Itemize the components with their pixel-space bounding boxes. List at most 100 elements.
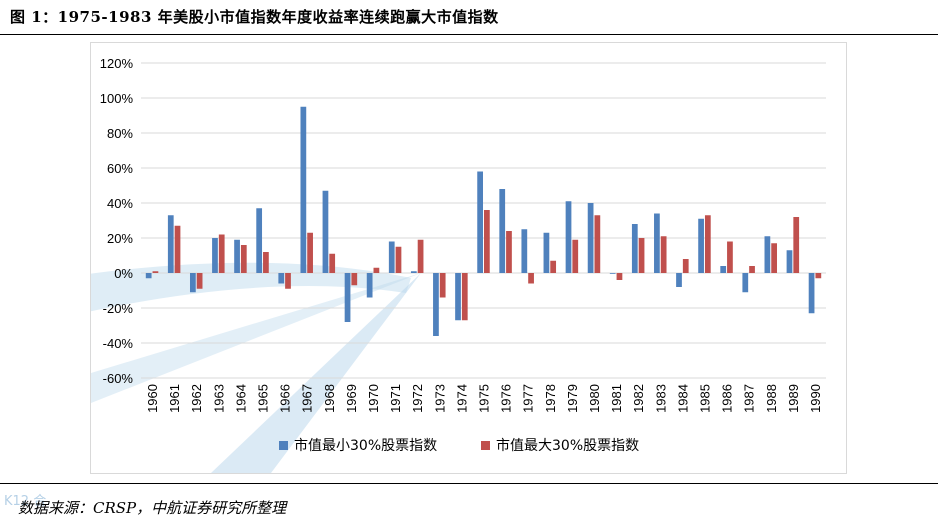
x-tick-label: 1962 <box>189 384 204 413</box>
bar-large-cap-1989 <box>793 217 800 273</box>
x-tick-label: 1976 <box>499 384 514 413</box>
y-tick-label: -60% <box>103 371 134 386</box>
bar-small-cap-1987 <box>742 273 749 293</box>
x-tick-label: 1961 <box>167 384 182 413</box>
bar-large-cap-1975 <box>484 210 490 273</box>
bars <box>145 106 822 336</box>
chart-frame: -60% -40% -20% 0% 20% 40% 60% 80% 100% 120% 1960 19… <box>90 42 847 474</box>
bar-large-cap-1966 <box>285 273 291 289</box>
watermark-swoosh <box>91 273 421 403</box>
bar-small-cap-1982 <box>631 224 638 273</box>
title-rule <box>0 34 938 35</box>
bar-large-cap-1980 <box>594 215 601 273</box>
bar-small-cap-1966 <box>278 273 285 284</box>
x-tick-label: 1967 <box>300 384 315 413</box>
bar-small-cap-1963 <box>212 238 218 273</box>
bar-small-cap-1964 <box>234 239 240 273</box>
bar-large-cap-1964 <box>240 245 247 273</box>
x-tick-label: 1982 <box>631 384 646 413</box>
bar-large-cap-1969 <box>351 273 358 286</box>
bar-small-cap-1988 <box>764 236 771 273</box>
y-tick-label: 100% <box>100 91 134 106</box>
bar-small-cap-1978 <box>543 232 550 273</box>
bar-large-cap-1973 <box>439 273 446 298</box>
bar-small-cap-1977 <box>521 229 528 273</box>
x-tick-label: 1987 <box>742 384 757 413</box>
bar-small-cap-1979 <box>565 201 572 273</box>
x-tick-label: 1969 <box>344 384 359 413</box>
bar-small-cap-1981 <box>609 273 616 274</box>
bar-small-cap-1986 <box>720 266 727 273</box>
bar-small-cap-1973 <box>433 273 439 336</box>
bar-large-cap-1987 <box>749 266 755 273</box>
bar-large-cap-1986 <box>727 241 733 273</box>
watermark-graphic <box>91 262 421 473</box>
bar-small-cap-1989 <box>786 250 793 273</box>
source-note: 数据来源：CRSP，中航证券研究所整理 <box>18 499 287 517</box>
legend-swatch <box>481 441 490 450</box>
gridlines <box>141 62 826 379</box>
y-tick-label: 0% <box>114 266 133 281</box>
x-tick-label: 1966 <box>278 384 293 413</box>
x-tick-label: 1986 <box>720 384 735 413</box>
x-tick-label: 1989 <box>786 384 801 413</box>
bar-small-cap-1965 <box>256 208 263 273</box>
bar-small-cap-1975 <box>477 171 483 273</box>
bar-large-cap-1960 <box>152 271 159 273</box>
x-tick-label: 1971 <box>388 384 403 413</box>
y-tick-label: -40% <box>103 336 134 351</box>
bar-small-cap-1962 <box>189 273 196 293</box>
bar-small-cap-1960 <box>145 273 152 279</box>
bar-large-cap-1982 <box>638 238 645 273</box>
x-tick-label: 1960 <box>145 384 160 413</box>
bar-chart: -60% -40% -20% 0% 20% 40% 60% 80% 100% 120% 1960 19… <box>91 56 826 473</box>
bar-small-cap-1983 <box>654 213 660 273</box>
bar-large-cap-1990 <box>815 273 822 279</box>
bar-large-cap-1970 <box>373 267 380 273</box>
x-tick-label: 1981 <box>609 384 624 413</box>
bar-large-cap-1968 <box>329 253 336 273</box>
bar-small-cap-1961 <box>167 215 174 273</box>
legend-label: 市值最小30%股票指数 <box>294 437 437 454</box>
bar-large-cap-1988 <box>771 243 778 273</box>
y-tick-label: 120% <box>100 56 134 71</box>
x-tick-label: 1983 <box>653 384 668 413</box>
x-tick-label: 1990 <box>808 384 823 413</box>
x-tick-label: 1978 <box>543 384 558 413</box>
bar-small-cap-1969 <box>344 273 351 322</box>
x-tick-label: 1975 <box>477 384 492 413</box>
y-tick-label: 80% <box>107 126 133 141</box>
axes: -60% -40% -20% 0% 20% 40% 60% 80% 100% 120% 1960 19… <box>100 56 823 413</box>
x-tick-label: 1964 <box>233 384 248 413</box>
bar-small-cap-1976 <box>499 189 506 273</box>
x-tick-label: 1973 <box>432 384 447 413</box>
bar-small-cap-1972 <box>410 271 417 273</box>
y-tick-label: 20% <box>107 231 133 246</box>
legend-swatch <box>279 441 288 450</box>
x-tick-label: 1985 <box>697 384 712 413</box>
figure-title: 图 1：1975-1983 年美股小市值指数年度收益率连续跑赢大市值指数 <box>10 8 499 26</box>
bar-small-cap-1984 <box>676 273 682 287</box>
x-tick-label: 1965 <box>256 384 271 413</box>
bar-large-cap-1972 <box>417 239 424 273</box>
bar-large-cap-1978 <box>550 260 557 273</box>
bar-large-cap-1965 <box>263 252 269 273</box>
bar-small-cap-1990 <box>808 273 815 314</box>
y-tick-label: 60% <box>107 161 133 176</box>
watermark-text: K12 合 <box>4 494 47 509</box>
bar-large-cap-1984 <box>682 259 689 273</box>
bar-large-cap-1961 <box>174 225 181 273</box>
y-tick-label: -20% <box>103 301 134 316</box>
x-tick-label: 1970 <box>366 384 381 413</box>
bar-large-cap-1976 <box>506 231 512 273</box>
bar-small-cap-1974 <box>455 273 461 321</box>
legend-label: 市值最大30%股票指数 <box>496 437 639 454</box>
bar-large-cap-1963 <box>218 234 225 273</box>
bar-large-cap-1967 <box>307 232 313 273</box>
bar-large-cap-1983 <box>660 236 667 273</box>
watermark-swoosh <box>211 273 421 473</box>
legend: 市值最小30%股票指数 市值最大30%股票指数 <box>279 437 639 454</box>
y-tick-label: 40% <box>107 196 133 211</box>
bar-small-cap-1970 <box>366 273 373 298</box>
watermark-swoosh <box>91 262 411 312</box>
